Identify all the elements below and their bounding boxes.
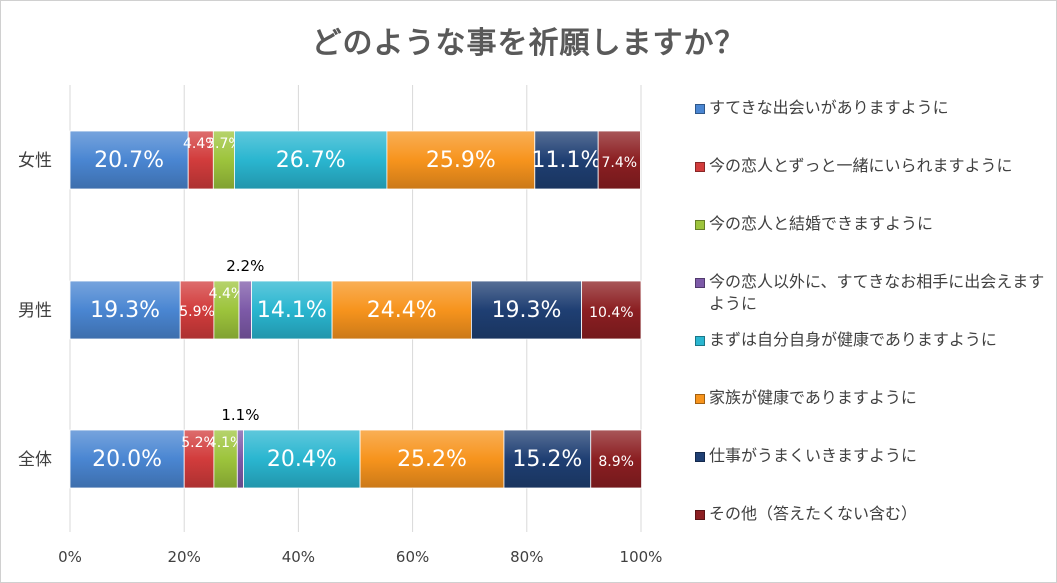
x-tick-label: 40% [282,548,315,566]
legend-label: 家族が健康でありますように [709,388,917,407]
bar-segment [534,130,599,190]
data-label: 10.4% [589,305,633,321]
bar-segment [581,280,642,340]
legend-label: 今の恋人とずっと一緒にいられますように [709,156,1013,175]
data-label: 1.1% [221,406,259,424]
data-label: 19.3% [492,298,562,323]
x-tick-label: 20% [168,548,201,566]
bar-segment [187,130,214,190]
legend-swatch [695,220,705,230]
bar-segment [471,280,583,340]
data-label: 4.4% [209,286,245,302]
data-label: 14.1% [257,298,327,323]
x-tick-label: 80% [510,548,543,566]
bar-segment [69,429,185,489]
data-label: 8.9% [598,454,634,470]
bar-segment [331,280,472,340]
bar-segment [179,280,215,340]
data-label: 5.2% [181,435,217,451]
data-label: 7.4% [602,155,638,171]
data-label: 25.2% [397,447,467,472]
data-label: 20.4% [267,447,337,472]
category-label: 女性 [18,151,52,171]
data-label: 2.2% [226,257,264,275]
legend-label: まずは自分自身が健康でありますように [709,330,997,349]
category-label: 男性 [18,301,52,321]
legend-swatch [695,452,705,462]
bar-segment [236,429,244,489]
bar-segment [590,429,642,489]
data-label: 24.4% [367,298,437,323]
bar-segment [503,429,592,489]
bar-segment [386,130,536,190]
x-tick-label: 100% [620,548,663,566]
chart-title: どのような事を祈願しますか？ [311,26,746,61]
bar-segment [238,280,252,340]
data-label: 25.9% [426,148,496,173]
data-label: 20.7% [94,148,164,173]
bar-segment [597,130,641,190]
legend-swatch [695,394,705,404]
bar-segment [213,280,240,340]
bar-segment [69,130,189,190]
data-label: 4.1% [208,435,244,451]
bar-segment [251,280,333,340]
data-label: 5.9% [179,304,215,320]
legend-label: 今の恋人と結婚できますように [709,214,934,233]
data-label: 20.0% [92,447,162,472]
legend-swatch [695,162,705,172]
legend-label: 今の恋人以外に、すてきなお相手に出会えますように [709,272,1045,313]
legend-swatch [695,510,705,520]
bar-segment [234,130,388,190]
bar-segment [69,280,181,340]
data-label: 11.1% [532,148,602,173]
data-label: 26.7% [276,148,346,173]
data-label: 3.7% [206,136,242,152]
data-label: 4.4% [183,136,219,152]
legend-swatch [695,336,705,346]
legend-swatch [695,278,705,288]
legend-label: すてきな出会いがありますように [709,98,949,117]
x-tick-label: 60% [396,548,429,566]
x-tick-label: 0% [58,548,82,566]
data-label: 19.3% [90,298,160,323]
legend-label: その他（答えたくない含む） [709,504,918,523]
legend-swatch [695,104,705,114]
bar-segment [243,429,361,489]
data-label: 15.2% [512,447,582,472]
legend-label: 仕事がうまくいきますように [709,446,918,465]
bar-segment [183,429,215,489]
category-label: 全体 [18,450,52,470]
